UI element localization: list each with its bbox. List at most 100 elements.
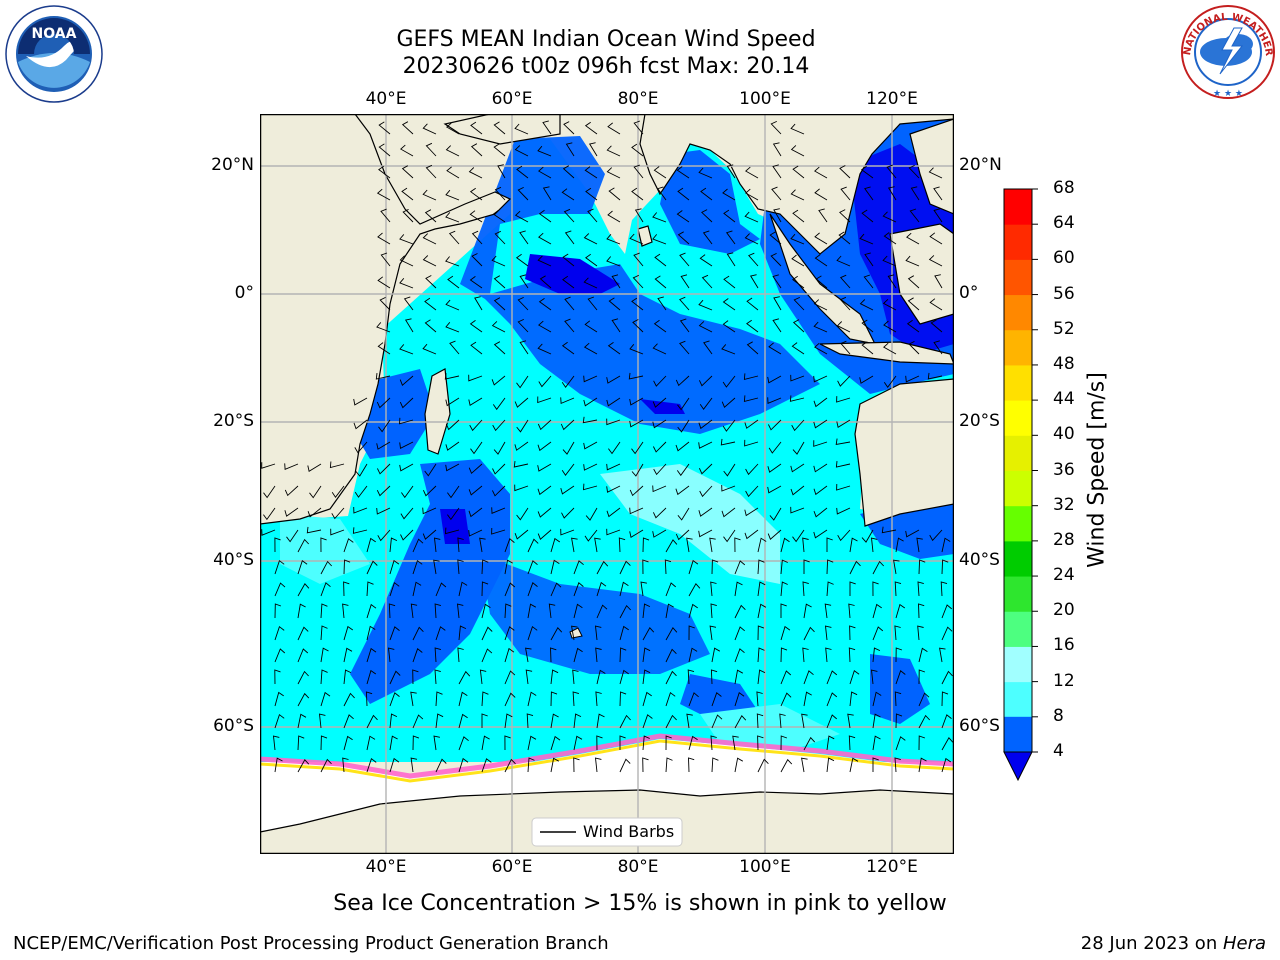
wind-barb [703,340,713,355]
wind-barb [780,625,791,641]
wind-barb [619,647,627,663]
wind-barb [389,559,400,575]
wind-barb [826,714,837,729]
wind-barb [366,560,378,575]
wind-barb [848,647,856,663]
wind-barb [941,537,951,553]
wind-barb [772,164,782,179]
wind-barb [679,318,690,333]
wind-barb [366,581,374,597]
latitude-label: 60°S [213,716,254,736]
wind-barb [424,297,437,311]
wind-barb [354,441,368,454]
wind-barb [594,625,602,641]
wind-barb [366,714,378,729]
wind-barb [836,507,851,515]
longitude-label: 60°E [491,857,533,877]
wind-barb [883,375,897,388]
wind-barb [606,256,621,267]
wind-barb [263,485,276,499]
wind-barb [425,142,437,157]
footer-date: 28 Jun 2023 on Hera [1081,933,1266,954]
wind-barb [629,344,644,355]
wind-barb [656,186,667,201]
wind-barb [744,233,759,245]
national-weather-service-logo-icon: NATIONAL WEATHER SERVICE ★ ★ ★ [1178,2,1275,99]
wind-barb [274,582,286,597]
colorbar-tick-label: 68 [1053,178,1075,198]
wind-barb [494,186,506,201]
wind-barb [886,164,897,179]
wind-barb [933,186,943,201]
wind-barb [492,419,506,432]
wind-barb [756,691,763,707]
wind-barb [611,318,621,333]
wind-barb [424,463,437,477]
wind-barb [780,758,793,773]
wind-barb [701,274,713,289]
wind-barb [422,485,437,497]
colorbar-segment [1004,400,1032,436]
wind-barb [665,627,678,641]
wind-barb [527,691,537,707]
wind-barb [583,233,598,245]
wind-barb [399,234,414,245]
wind-barb [771,186,782,201]
wind-barb [918,757,927,773]
wind-barb [582,416,598,424]
wind-barb [698,441,713,449]
wind-barb [446,166,460,179]
wind-barb [412,648,423,663]
wind-barb [734,581,743,597]
wind-barb [491,255,506,267]
wind-barb [422,233,437,245]
wind-barb [767,419,782,431]
wind-barb [497,164,506,179]
wind-barb [542,186,552,201]
wind-barb [378,121,391,135]
wind-barb [583,441,598,450]
wind-barb [883,232,897,245]
wind-barb [297,538,310,553]
wind-barb [343,714,354,729]
wind-barb [744,439,759,447]
wind-barb [698,529,713,538]
wind-barb [767,529,782,540]
wind-barb [377,276,391,289]
wind-barb [537,485,552,496]
wind-barb [378,143,391,157]
wind-barb [665,603,674,619]
wind-barb [542,120,552,135]
wind-barb [516,419,529,433]
wind-barb [468,507,483,518]
wind-barb [826,757,835,773]
wind-barb [864,252,874,267]
wind-barb [861,529,874,543]
wind-barb [377,232,391,245]
wind-barb [320,735,328,751]
wind-barb [320,669,328,685]
wind-barb [941,626,953,641]
wind-barb [608,441,621,455]
wind-barb [525,669,533,685]
wind-barb [699,485,713,498]
colorbar-segment [1004,540,1032,577]
wind-barb [813,321,828,333]
wind-barb [872,581,879,597]
wind-barb [526,713,534,729]
wind-barb [538,166,552,179]
wind-barb [680,274,690,289]
wind-barb [619,625,629,641]
wind-barb [458,757,469,773]
wind-barb [722,375,736,388]
wind-barb [773,208,782,223]
wind-barb [872,560,885,575]
wind-barb [468,374,483,382]
wind-barb [665,714,677,729]
wind-barb [548,603,556,619]
wind-barb [908,164,920,179]
wind-barb [274,648,286,663]
wind-barb [757,647,765,663]
wind-barb [642,669,651,685]
colorbar-tick-label: 56 [1053,283,1075,304]
